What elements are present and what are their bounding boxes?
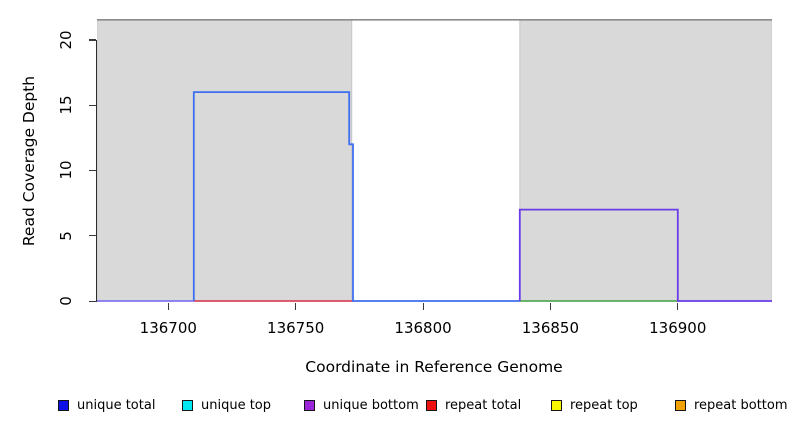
- x-tick-label: 136900: [649, 319, 707, 337]
- y-axis-line: [95, 39, 97, 302]
- chart-canvas: [97, 19, 772, 302]
- x-tick-label: 136850: [521, 319, 580, 337]
- legend-item-repeat-top: repeat top: [551, 396, 638, 414]
- x-tick: [422, 303, 424, 310]
- gray-block-left: [97, 19, 353, 302]
- legend: unique total unique top unique bottom repea…: [0, 396, 792, 416]
- legend-label: repeat bottom: [694, 397, 788, 413]
- unique-bottom-step: [518, 208, 772, 302]
- unique-total-step: [192, 91, 520, 302]
- legend-swatch-icon: [58, 399, 69, 411]
- legend-swatch-icon: [551, 399, 562, 411]
- x-tick: [167, 303, 169, 310]
- x-axis-title: Coordinate in Reference Genome: [305, 358, 563, 376]
- x-tick: [295, 303, 297, 310]
- y-tick: [89, 104, 96, 106]
- y-tick: [89, 235, 96, 237]
- legend-item-unique-bottom: unique bottom: [304, 396, 419, 414]
- y-tick-label: 0: [57, 296, 75, 306]
- x-tick: [549, 303, 552, 310]
- y-tick: [89, 39, 96, 41]
- y-tick: [89, 300, 96, 302]
- legend-item-repeat-total: repeat total: [426, 396, 521, 414]
- y-axis-title: Read Coverage Depth: [20, 75, 38, 247]
- legend-label: unique total: [77, 397, 156, 413]
- legend-swatch-icon: [304, 399, 315, 411]
- legend-label: repeat top: [570, 397, 638, 413]
- legend-label: unique top: [201, 397, 272, 413]
- y-tick-label: 10: [57, 160, 75, 180]
- x-tick-label: 136800: [394, 319, 452, 337]
- y-tick-label: 20: [57, 30, 75, 50]
- y-tick-label: 15: [57, 95, 75, 115]
- y-tick-label: 5: [57, 230, 75, 241]
- plot-area: [97, 19, 772, 303]
- gray-block-right: [519, 19, 772, 302]
- x-tick: [677, 303, 679, 310]
- legend-item-unique-total: unique total: [58, 396, 155, 414]
- legend-item-unique-top: unique top: [182, 396, 271, 414]
- y-tick: [89, 169, 96, 172]
- x-tick-label: 136700: [139, 319, 197, 337]
- legend-item-repeat-bottom: repeat bottom: [675, 396, 788, 414]
- legend-swatch-icon: [675, 399, 686, 411]
- legend-label: unique bottom: [323, 397, 419, 413]
- legend-swatch-icon: [426, 399, 437, 411]
- legend-label: repeat total: [445, 397, 522, 413]
- x-tick-label: 136750: [267, 319, 325, 337]
- legend-swatch-icon: [182, 399, 193, 411]
